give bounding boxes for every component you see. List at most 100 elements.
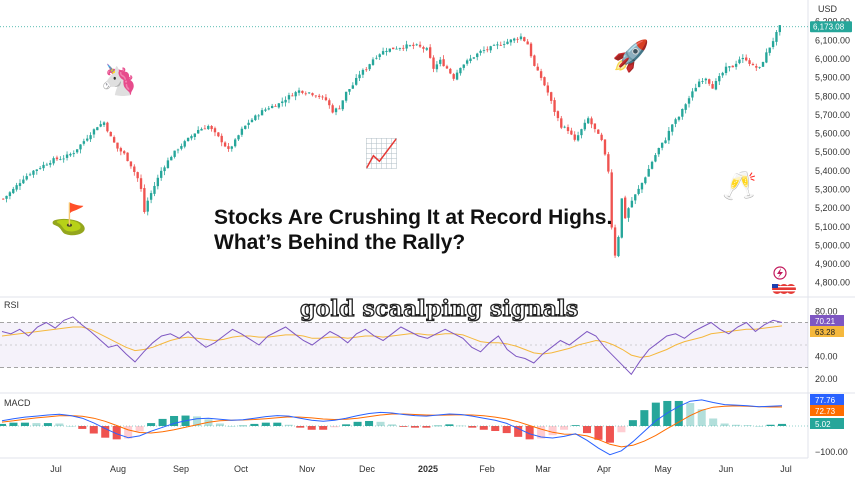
macd-hist-bar [112, 426, 121, 440]
candle-body [755, 66, 758, 68]
candle-body [244, 125, 247, 129]
candle-body [546, 85, 550, 93]
macd-hist-value-tag: 5.02 [810, 418, 844, 429]
candle-body [640, 182, 644, 190]
macd-hist-bar [135, 426, 144, 432]
time-tick-label: Jul [50, 464, 62, 474]
candle-body [543, 77, 546, 86]
macd-histogram [0, 400, 808, 443]
candle-body [291, 95, 294, 97]
champagne-icon: 🥂 [722, 169, 757, 202]
candle-body [284, 99, 287, 103]
candle-body [314, 95, 318, 97]
candle-body [748, 60, 751, 64]
candle-body [714, 81, 718, 90]
price-axis: 4,800.00 4,900.00 5,000.00 5,100.00 5,200.00… [815, 17, 850, 288]
candle-body [600, 134, 603, 141]
macd-hist-bar [697, 409, 706, 426]
candle-body [465, 60, 469, 64]
candle-body [536, 66, 539, 71]
candle-body [186, 137, 190, 142]
candle-body [32, 170, 35, 175]
candle-body [153, 185, 156, 194]
candle-body [684, 104, 687, 110]
candle-body [233, 139, 237, 147]
macd-value-tag: 77.76 [810, 394, 844, 405]
candle-body [197, 129, 200, 134]
candle-body [35, 169, 38, 171]
candle-body [348, 89, 351, 92]
candle-body [405, 44, 408, 49]
candle-body [593, 123, 597, 130]
candle-body [751, 63, 755, 66]
candle-body [375, 57, 378, 59]
macd-hist-bar [502, 426, 511, 434]
candle-body [432, 57, 435, 69]
candle-body [489, 46, 492, 51]
price-tick-label: 4,800.00 [815, 278, 850, 288]
candle-body [38, 167, 42, 169]
candle-body [334, 108, 338, 113]
candle-body [526, 41, 529, 45]
candle-body [52, 158, 55, 164]
candle-body [607, 154, 610, 172]
candle-body [771, 41, 775, 48]
macd-hist-bar [755, 426, 764, 427]
macd-hist-bar [479, 426, 488, 430]
candle-body [650, 161, 654, 169]
macd-hist-bar [20, 422, 29, 426]
macd-hist-bar [560, 426, 569, 430]
candle-body [738, 59, 741, 64]
candle-body [59, 159, 62, 161]
candle-body [338, 108, 341, 110]
candle-body [563, 126, 566, 128]
candle-body [617, 236, 620, 257]
candle-body [570, 130, 573, 135]
candle-body [99, 124, 102, 127]
macd-signal-value-tag: 72.73 [810, 405, 844, 416]
candle-body [274, 105, 277, 107]
candle-body [190, 136, 193, 139]
candle-body [112, 137, 116, 143]
candle-body [42, 164, 45, 169]
candle-body [368, 64, 371, 70]
candle-body [590, 118, 593, 125]
time-tick-label: Mar [535, 464, 551, 474]
macd-hist-bar [410, 426, 419, 428]
candle-body [22, 179, 25, 184]
macd-hist-bar [78, 426, 87, 429]
macd-hist-bar [353, 421, 362, 426]
candle-body [499, 44, 502, 46]
candle-body [328, 100, 331, 106]
candle-body [630, 200, 634, 208]
macd-hist-bar [743, 425, 752, 426]
macd-hist-bar [571, 425, 580, 426]
candle-body [75, 149, 79, 153]
candle-body [721, 72, 724, 76]
macd-hist-bar [9, 422, 18, 426]
svg-text:70.21: 70.21 [815, 317, 836, 326]
time-tick-label: Oct [234, 464, 249, 474]
candle-body [657, 147, 660, 155]
candle-body [566, 127, 570, 132]
candle-body [106, 122, 109, 132]
macd-hist-bar [330, 426, 339, 428]
candle-body [166, 160, 170, 169]
price-tick-label: 5,200.00 [815, 203, 850, 213]
macd-hist-bar [594, 426, 603, 440]
rsi-tick-label: 80.00 [815, 306, 838, 316]
candle-body [388, 48, 391, 52]
candle-body [597, 129, 600, 134]
candle-body [718, 76, 721, 82]
candle-body [435, 64, 439, 70]
candle-body [344, 91, 348, 101]
candle-body [701, 81, 704, 82]
candle-body [765, 52, 768, 63]
macd-hist-bar [365, 420, 374, 426]
macd-hist-bar [0, 423, 7, 426]
price-tick-label: 5,000.00 [815, 240, 850, 250]
time-tick-label: Apr [597, 464, 611, 474]
candle-body [724, 66, 728, 73]
candle-body [775, 32, 778, 42]
candle-body [513, 38, 516, 41]
